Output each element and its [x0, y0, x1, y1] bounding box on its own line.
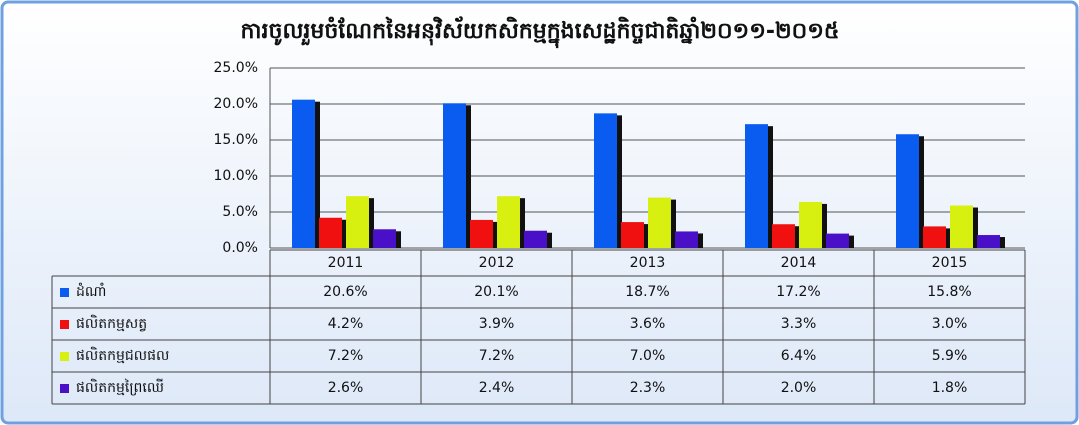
bar-side: [315, 101, 320, 249]
value-label: 20.1%: [474, 284, 518, 300]
legend-label: ផលិតកម្មជលផល: [76, 346, 169, 364]
bar-side: [493, 221, 498, 248]
legend-swatch: [60, 288, 69, 297]
value-label: 18.7%: [625, 284, 669, 300]
bar: [977, 235, 1000, 248]
y-tick-label: 15.0%: [214, 132, 258, 148]
bar-side: [547, 232, 552, 248]
y-tick-label: 5.0%: [222, 204, 258, 220]
bar-side: [396, 231, 401, 248]
x-tick-label: 2014: [781, 255, 817, 271]
value-label: 6.4%: [781, 348, 817, 364]
value-label: 2.0%: [781, 380, 817, 396]
value-label: 7.2%: [479, 348, 515, 364]
bar: [621, 222, 644, 248]
value-label: 3.9%: [479, 316, 515, 332]
bar: [346, 196, 369, 248]
value-label: 3.0%: [932, 316, 968, 332]
x-tick-label: 2011: [328, 255, 364, 271]
legend-swatch: [60, 320, 69, 329]
y-tick-label: 10.0%: [214, 168, 258, 184]
legend-label: ដំណាំ: [76, 282, 106, 300]
value-label: 2.4%: [479, 380, 515, 396]
value-label: 3.6%: [630, 316, 666, 332]
bar: [292, 99, 315, 249]
bar-side: [919, 136, 924, 248]
chart-title: ការចូលរួមចំណែកនៃអនុវិស័យកសិកម្មក្នុងសេដ្…: [241, 16, 840, 49]
value-label: 17.2%: [776, 284, 820, 300]
value-label: 3.3%: [781, 316, 817, 332]
bar: [594, 113, 617, 248]
bar-side: [698, 233, 703, 248]
bar: [923, 226, 946, 248]
bar: [896, 134, 919, 248]
x-tick-label: 2015: [932, 255, 968, 271]
bar-side: [795, 226, 800, 248]
bar-side: [1000, 237, 1005, 248]
bar-side: [973, 207, 978, 248]
legend-label: ផលិតកម្មព្រៃឈើ: [76, 378, 164, 396]
bar: [470, 219, 493, 248]
bar: [319, 217, 342, 248]
value-label: 4.2%: [328, 316, 364, 332]
x-tick-label: 2012: [479, 255, 515, 271]
legend-swatch: [60, 352, 69, 361]
value-label: 2.6%: [328, 380, 364, 396]
bar: [497, 196, 520, 248]
bar-side: [822, 203, 827, 248]
bar-side: [849, 235, 854, 248]
value-label: 7.0%: [630, 348, 666, 364]
legend-swatch: [60, 384, 69, 393]
bar-side: [617, 115, 622, 248]
bar-side: [342, 219, 347, 248]
bar: [826, 233, 849, 248]
y-tick-label: 0.0%: [222, 240, 258, 256]
value-label: 15.8%: [927, 284, 971, 300]
bar: [772, 224, 795, 248]
bar-side: [369, 198, 374, 248]
value-label: 5.9%: [932, 348, 968, 364]
bar-side: [520, 198, 525, 248]
y-tick-label: 20.0%: [214, 96, 258, 112]
bar: [950, 205, 973, 248]
bar: [648, 197, 671, 248]
value-label: 7.2%: [328, 348, 364, 364]
bar: [675, 231, 698, 248]
bar-side: [768, 126, 773, 248]
bar: [524, 230, 547, 248]
bar: [799, 201, 822, 248]
bar: [443, 103, 466, 248]
x-tick-label: 2013: [630, 255, 666, 271]
bar-side: [644, 224, 649, 248]
bar-side: [466, 105, 471, 248]
bar-side: [671, 199, 676, 248]
bar: [373, 229, 396, 248]
value-label: 20.6%: [323, 284, 367, 300]
value-label: 1.8%: [932, 380, 968, 396]
bar-side: [946, 228, 951, 248]
legend-label: ផលិតកម្មសត្វ: [76, 314, 147, 332]
value-label: 2.3%: [630, 380, 666, 396]
y-tick-label: 25.0%: [214, 60, 258, 76]
bar: [745, 124, 768, 248]
